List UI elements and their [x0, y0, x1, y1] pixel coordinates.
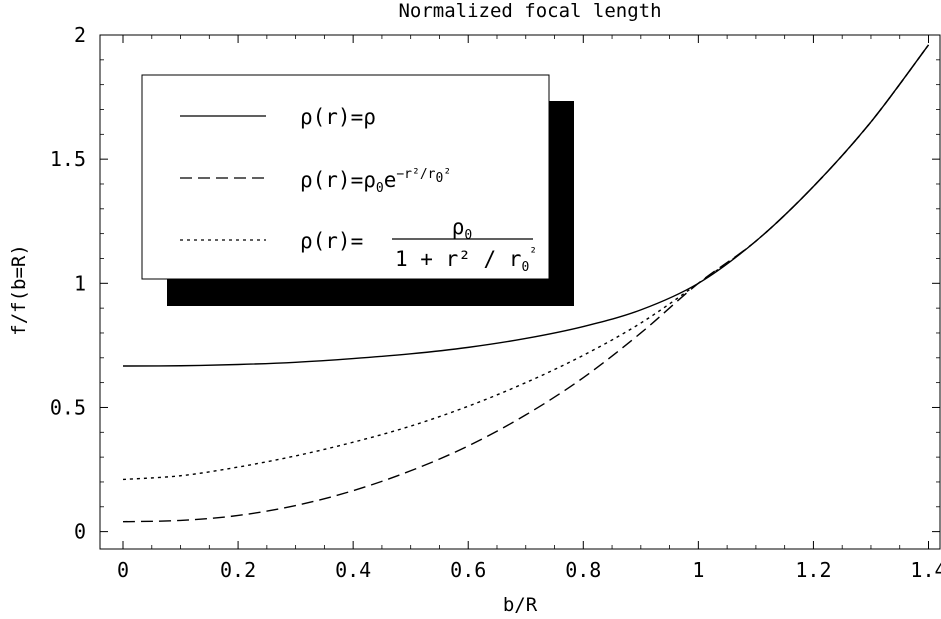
- x-tick-label: 0.4: [335, 558, 371, 582]
- legend-label-lorentzian-lhs: ρ(r)=: [300, 229, 363, 253]
- plot-frame: [99, 34, 941, 550]
- y-tick-label: 2: [74, 23, 86, 47]
- x-tick-label: 1.4: [910, 558, 941, 582]
- legend-label-lorentzian-numerator: ρ0: [452, 215, 472, 243]
- y-tick-label: 1.5: [50, 147, 86, 171]
- chart-title: Normalized focal length: [398, 0, 661, 22]
- legend-label-lorentzian-denominator: 1 + r² / r0²: [395, 246, 537, 275]
- y-tick-label: 1: [74, 271, 86, 295]
- y-axis-title: f/f(b=R): [8, 244, 30, 336]
- curve-uniform: [123, 44, 930, 367]
- legend-label-gaussian: ρ(r)=ρ0e−r²/r0²: [300, 167, 451, 196]
- x-tick-label: 0.6: [450, 558, 486, 582]
- curve-gaussian: [122, 44, 930, 523]
- x-tick-label: 0.2: [220, 558, 256, 582]
- x-tick-label: 1.2: [795, 558, 831, 582]
- x-tick-label: 1: [692, 558, 704, 582]
- curve-lorentzian: [122, 44, 930, 481]
- y-tick-label: 0: [74, 520, 86, 544]
- y-tick-label: 0.5: [50, 395, 86, 419]
- x-tick-label: 0.8: [565, 558, 601, 582]
- curves: [122, 44, 930, 523]
- legend: ρ(r)=ρ ρ(r)=ρ0e−r²/r0² ρ(r)= ρ0 1 + r² /…: [141, 74, 574, 306]
- x-axis-title: b/R: [503, 594, 538, 616]
- legend-label-uniform: ρ(r)=ρ: [300, 105, 376, 129]
- axis-ticks: 0 0.2 0.4 0.6 0.8 1 1.2 1.4 0 0.5 1 1.5 2: [50, 23, 941, 582]
- legend-box: [141, 74, 550, 280]
- x-tick-label: 0: [117, 558, 129, 582]
